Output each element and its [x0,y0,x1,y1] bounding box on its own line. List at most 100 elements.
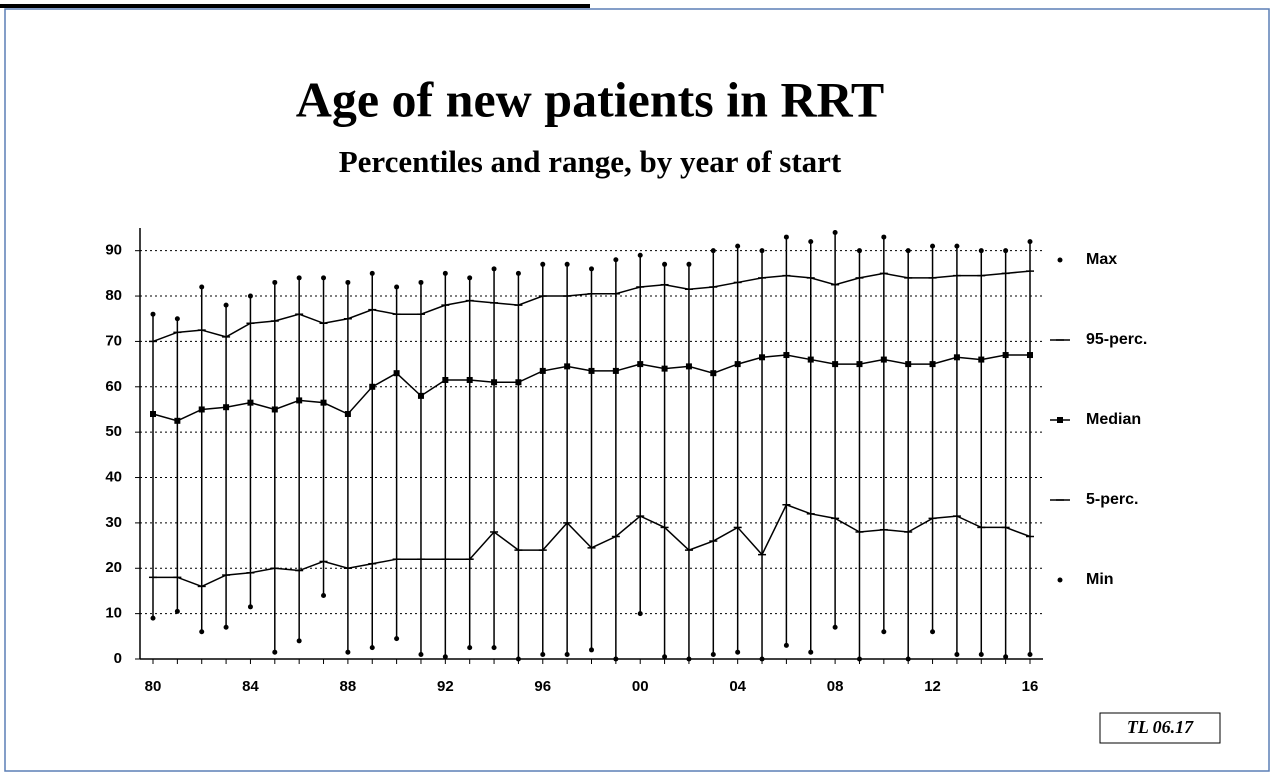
point [467,275,473,281]
point [150,615,156,621]
point [905,248,911,254]
point [418,651,424,657]
point [491,379,498,386]
point [735,243,741,249]
point [564,651,570,657]
point [589,647,594,653]
point [296,638,302,644]
legend-label: Min [1086,571,1114,588]
point [417,392,424,399]
point [637,252,643,258]
point [856,361,863,368]
point [808,649,814,655]
y-tick-label: 60 [105,378,122,395]
point [880,356,887,363]
point [491,645,497,651]
point [393,370,400,377]
point [978,356,985,363]
point [1003,248,1009,254]
point [150,311,156,317]
point [442,376,449,383]
point [223,624,229,630]
y-tick-label: 80 [105,287,122,304]
legend-label: 95-perc. [1086,331,1147,348]
point [662,654,668,660]
point [515,379,522,386]
point [930,629,936,635]
point [491,266,497,272]
point [954,651,960,657]
legend-marker [1057,417,1063,423]
point [539,367,546,374]
point [394,284,400,290]
point [418,279,424,285]
point [272,649,278,655]
point [808,239,814,245]
point [321,275,327,281]
point [223,404,230,411]
point [832,624,838,630]
y-tick-label: 30 [105,514,122,531]
point [564,261,570,267]
point [394,636,400,642]
point [150,411,156,418]
point [247,399,254,406]
point [954,243,960,249]
x-tick-label: 80 [145,678,162,695]
frame [4,8,1270,772]
point [247,604,253,610]
point [881,234,887,240]
point [759,354,766,361]
point [296,397,303,404]
x-tick-label: 84 [242,678,259,695]
point [662,261,668,267]
y-tick-label: 20 [105,559,122,576]
point [686,261,692,267]
point [783,234,789,240]
point [978,248,984,254]
point [442,654,448,660]
point [1027,239,1033,245]
point [637,361,644,368]
point [588,367,595,374]
y-tick-label: 10 [105,605,122,622]
point [613,257,619,263]
footnote-box [1099,712,1221,744]
point [734,361,741,368]
y-tick-label: 70 [105,332,122,349]
legend-label: 5-perc. [1086,491,1138,508]
point [710,651,716,657]
point [856,656,862,662]
y-tick-label: 90 [105,242,122,259]
point [540,261,546,267]
x-tick-label: 08 [827,678,844,695]
point [223,302,229,308]
point [271,406,278,413]
point [832,361,839,368]
footnote: TL 06.17 [1127,717,1194,737]
point [369,383,376,390]
point [515,270,521,276]
legend-label: Median [1086,411,1141,428]
point [564,363,571,370]
point [881,629,887,635]
point [199,629,205,635]
point [467,645,473,651]
point [515,656,521,662]
point [199,284,205,290]
point [174,417,181,424]
point [1027,651,1033,657]
point [369,270,375,276]
point [345,279,351,285]
legend-marker [1057,257,1063,263]
x-tick-label: 92 [437,678,454,695]
point [856,248,862,254]
point [174,316,180,322]
x-tick-label: 12 [924,678,941,695]
point [1002,352,1009,359]
point [759,248,765,254]
point [1027,352,1033,359]
point [759,656,765,662]
point [807,356,814,363]
